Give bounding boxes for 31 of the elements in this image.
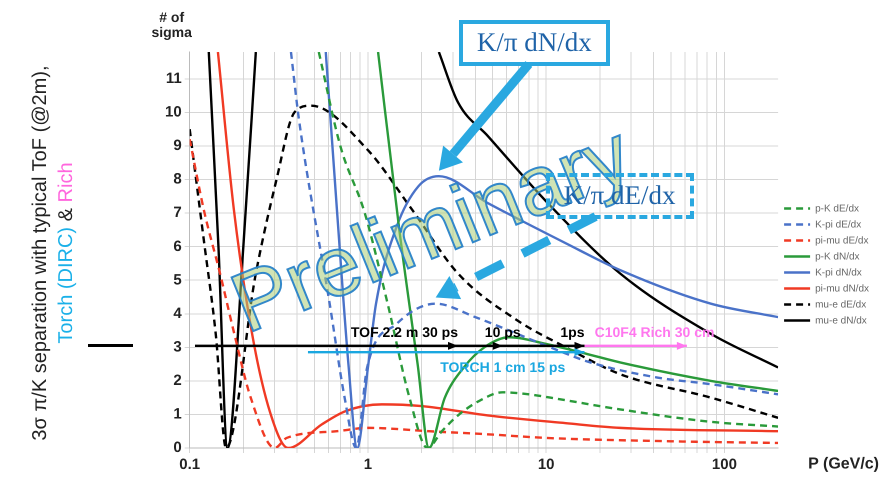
- x-tick-label: 100: [712, 456, 737, 474]
- x-tick-label: 10: [538, 456, 555, 474]
- text: 3σ π/K separation with typical ToF (@2m),: [29, 65, 51, 441]
- legend-label: p-K dN/dx: [815, 251, 860, 262]
- annotation: K/π dN/dx: [458, 20, 610, 66]
- y-tick-label: 2: [173, 372, 182, 390]
- y-tick-label: 6: [173, 238, 182, 255]
- x-tick-label: 0.1: [179, 456, 200, 474]
- text: &: [55, 207, 77, 222]
- legend-label: pi-mu dN/dx: [815, 283, 869, 294]
- text: Torch (DIRC): [55, 226, 77, 344]
- y-axis-title: # of sigma: [151, 9, 192, 40]
- x-axis-title: P (GeV/c): [808, 455, 879, 472]
- y-tick-label: 7: [173, 204, 182, 222]
- y-tick-label: 11: [166, 70, 182, 87]
- y-tick-label: 10: [164, 104, 182, 121]
- legend-label: pi-mu dE/dx: [815, 235, 868, 246]
- y-tick-label: 1: [173, 406, 182, 423]
- legend-label: mu-e dE/dx: [815, 299, 866, 310]
- text: Rich: [55, 162, 77, 202]
- y-tick-label: 5: [173, 271, 182, 288]
- y-tick-label: 8: [173, 170, 182, 188]
- y-tick-label: 3: [173, 338, 182, 356]
- y-tick-label: 0: [173, 439, 182, 456]
- legend-label: K-pi dE/dx: [815, 219, 862, 230]
- legend-label: K-pi dN/dx: [815, 267, 862, 278]
- legend-label: p-K dE/dx: [815, 203, 860, 214]
- x-tick-label: 1: [364, 456, 372, 474]
- y-tick-label: 4: [173, 304, 182, 322]
- legend-label: mu-e dN/dx: [815, 315, 867, 326]
- y-tick-label: 9: [173, 137, 182, 154]
